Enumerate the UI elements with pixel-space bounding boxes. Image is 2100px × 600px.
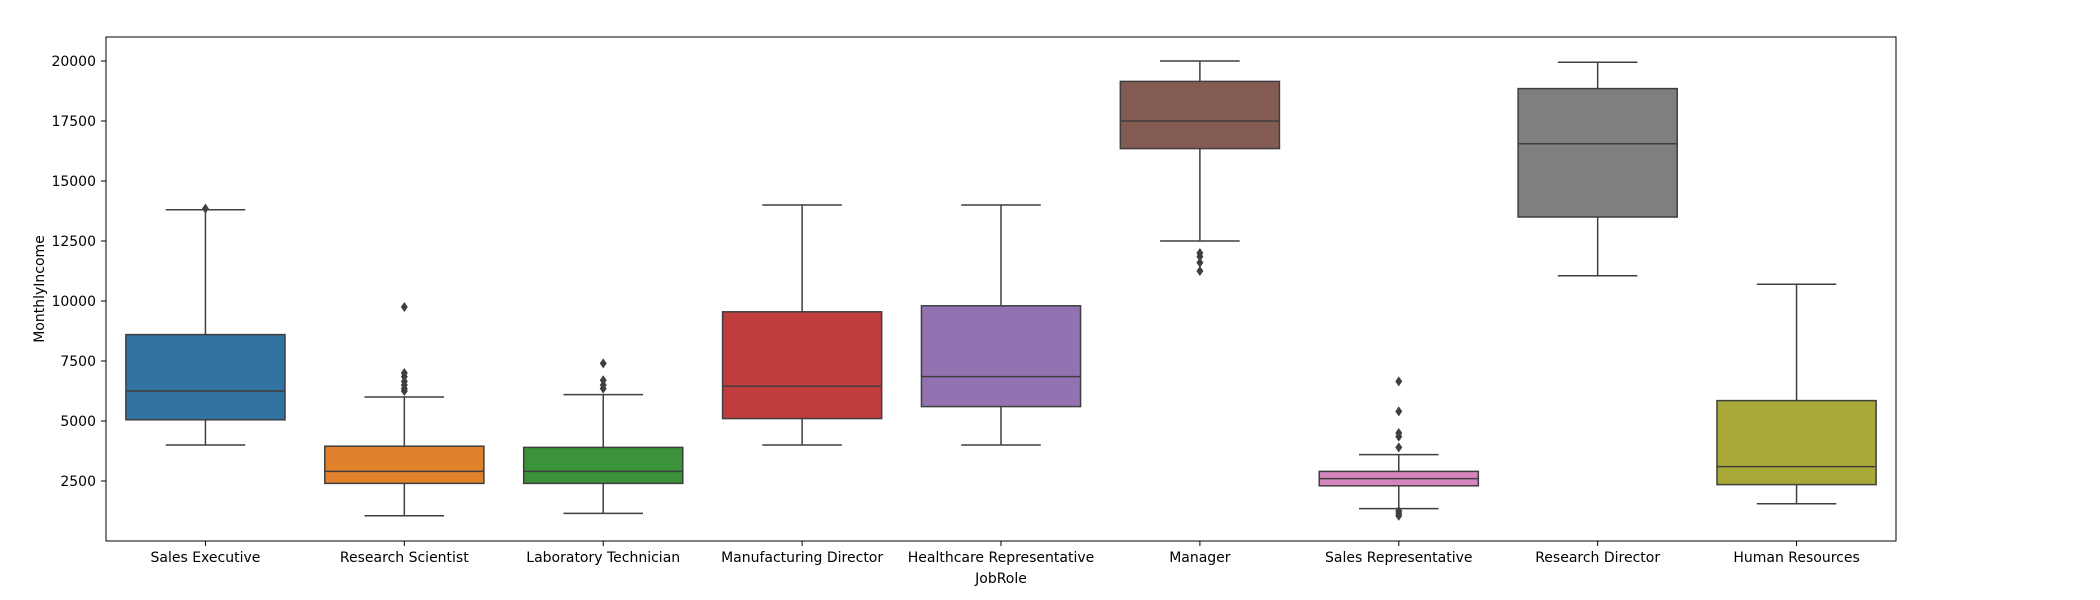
outlier-point: [599, 375, 607, 386]
plot-marks: [125, 60, 1877, 521]
x-tick-label: Laboratory Technician: [526, 550, 680, 566]
outlier-point: [1395, 406, 1403, 417]
x-tick-label: Manufacturing Director: [721, 550, 883, 566]
box: [522, 446, 684, 485]
box: [1119, 80, 1281, 150]
outlier-point: [1196, 248, 1204, 258]
outlier-point: [599, 358, 607, 369]
box-group: [1318, 376, 1480, 521]
y-tick-label: 17500: [51, 114, 96, 130]
x-axis-title: JobRole: [974, 571, 1027, 587]
outlier-point: [400, 302, 408, 312]
box: [1716, 399, 1877, 486]
box: [1517, 87, 1678, 218]
y-tick-label: 7500: [60, 354, 96, 370]
outlier-point: [1395, 506, 1403, 516]
box-group: [1716, 283, 1877, 505]
y-tick-label: 15000: [51, 174, 96, 190]
outlier-point: [201, 203, 209, 214]
box: [324, 445, 485, 485]
box-group: [721, 204, 883, 446]
y-axis-title: MonthlyIncome: [32, 235, 48, 343]
box-group: [1517, 61, 1678, 277]
box: [920, 305, 1082, 408]
box: [721, 311, 883, 420]
box-group: [1119, 60, 1281, 276]
box-group: [920, 204, 1082, 446]
x-tick-label: Research Director: [1535, 550, 1660, 566]
y-tick-label: 20000: [51, 54, 96, 70]
y-tick-label: 2500: [60, 474, 96, 490]
x-tick-label: Research Scientist: [340, 550, 469, 566]
x-axis: Sales Executive Research Scientist Laborat…: [151, 541, 1860, 566]
outlier-point: [1395, 442, 1403, 453]
outlier-point: [1196, 266, 1204, 276]
y-tick-label: 5000: [60, 414, 96, 430]
box-group: [125, 203, 286, 446]
x-tick-label: Sales Representative: [1325, 550, 1473, 566]
y-axis: 2500 5000 7500 10000 12500 15000 17500 20000: [51, 54, 106, 490]
x-tick-label: Manager: [1169, 550, 1231, 566]
x-tick-label: Healthcare Representative: [908, 550, 1095, 566]
y-tick-label: 10000: [51, 294, 96, 310]
outlier-point: [1395, 376, 1403, 387]
y-tick-label: 12500: [51, 234, 96, 250]
box-group: [522, 358, 684, 515]
x-tick-label: Human Resources: [1733, 550, 1859, 566]
outlier-point: [1196, 257, 1204, 268]
box: [125, 333, 286, 421]
outlier-point: [400, 368, 408, 378]
x-tick-label: Sales Executive: [151, 550, 261, 566]
outlier-point: [1395, 428, 1403, 438]
box-group: [324, 302, 485, 517]
